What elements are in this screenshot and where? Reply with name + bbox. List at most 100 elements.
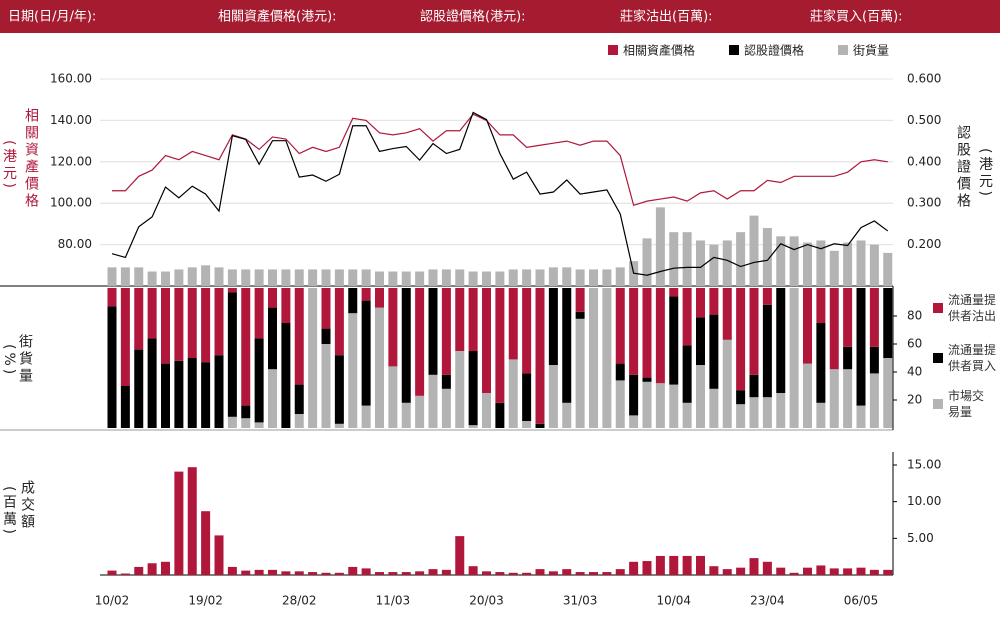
legend-label: 街貨量 [853,43,889,58]
tick-label: 80.00 [58,237,92,251]
share-bar [254,338,264,423]
header-label: 認股證價格(港元): [420,9,526,25]
turnover-bar [268,569,277,575]
x-tick-label: 19/02 [188,594,223,608]
share-bar [161,288,170,364]
turnover-bar [696,555,705,575]
share-bar [843,369,853,428]
volume-bar [508,269,518,286]
share-bar [736,390,746,405]
share-bar [762,397,772,428]
turnover-bar [201,511,211,575]
share-bar [294,288,304,385]
tick-label: 0.200 [907,237,941,251]
share-bar [134,349,144,428]
legend-swatch [933,399,943,409]
turnover-bar [883,569,893,575]
volume-bar [869,244,879,286]
volume-bar [441,269,451,286]
tick-label: 100.00 [50,196,92,210]
turnover-bar [455,536,465,575]
turnover-bar [629,561,639,575]
share-bar [268,288,277,308]
share-bar [615,380,625,428]
x-tick-label: 28/02 [282,594,317,608]
share-bar [843,346,853,370]
share-bar [615,363,625,381]
volume-bar [201,265,211,286]
tick-label: 20 [907,393,922,407]
share-bar [254,422,264,428]
share-bar [441,388,451,428]
volume-bar [415,271,425,286]
y-axis-title: 成交額 [19,480,35,531]
x-tick-label: 06/05 [844,594,879,608]
header-label: 莊家沽出(百萬): [620,9,713,25]
turnover-bar [816,565,826,575]
turnover-bar [415,571,425,575]
legend-swatch [608,45,618,55]
volume-bar [147,271,157,286]
header-label: 莊家買入(百萬): [810,9,903,25]
share-bar [575,318,585,428]
volume-bar [535,269,545,286]
share-bar [562,402,572,428]
volume-bar [254,269,264,286]
volume-bar [522,269,532,286]
y-axis-unit: (百萬) [1,486,17,537]
tick-label: 160.00 [50,72,92,86]
share-bar [281,288,291,323]
share-bar [308,288,318,428]
share-bar [682,402,692,428]
share-bar [375,288,384,308]
tick-label: 120.00 [50,154,92,168]
share-bar [227,292,237,417]
share-bar [468,288,478,351]
turnover-bar [321,572,331,575]
share-bar [375,307,384,428]
share-bar [669,296,679,385]
legend-label: 流通量提供者沽出 [948,293,997,323]
share-bar [268,307,277,370]
share-bar [803,363,812,428]
volume-bar [334,269,344,286]
share-bar [655,288,665,384]
turnover-bar [776,567,786,575]
turnover-bar [134,566,144,575]
volume-bar [589,269,598,286]
share-bar [669,384,679,428]
y2-axis-title: 認股證價格 [955,125,971,210]
share-bar [642,288,652,378]
volume-bar [762,228,772,286]
share-bar [214,355,224,428]
share-bar [816,288,826,323]
price-line [111,111,889,276]
tick-label: 60 [907,337,922,351]
legend-swatch [838,45,848,55]
volume-bar [548,267,558,286]
share-bar [187,358,197,428]
share-bar [107,306,117,428]
share-bar [629,288,639,375]
volume-bar [401,271,411,286]
share-bar [682,345,692,403]
turnover-bar [308,572,318,575]
share-bar [201,288,211,363]
volume-bar [120,267,130,286]
share-bar [522,373,532,421]
x-tick-label: 23/04 [750,594,785,608]
turnover-bar [441,569,451,575]
share-bar [709,388,719,428]
legend-swatch [933,353,943,363]
share-bar [829,369,839,428]
share-bar [575,311,585,319]
share-bar [548,288,558,365]
tick-label: 0.400 [907,154,941,168]
share-bar [696,365,705,428]
share-bar [869,373,879,428]
share-bar [415,395,425,428]
y-axis-unit: (%) [1,344,17,378]
share-bar [281,323,291,428]
share-bar [482,288,491,393]
